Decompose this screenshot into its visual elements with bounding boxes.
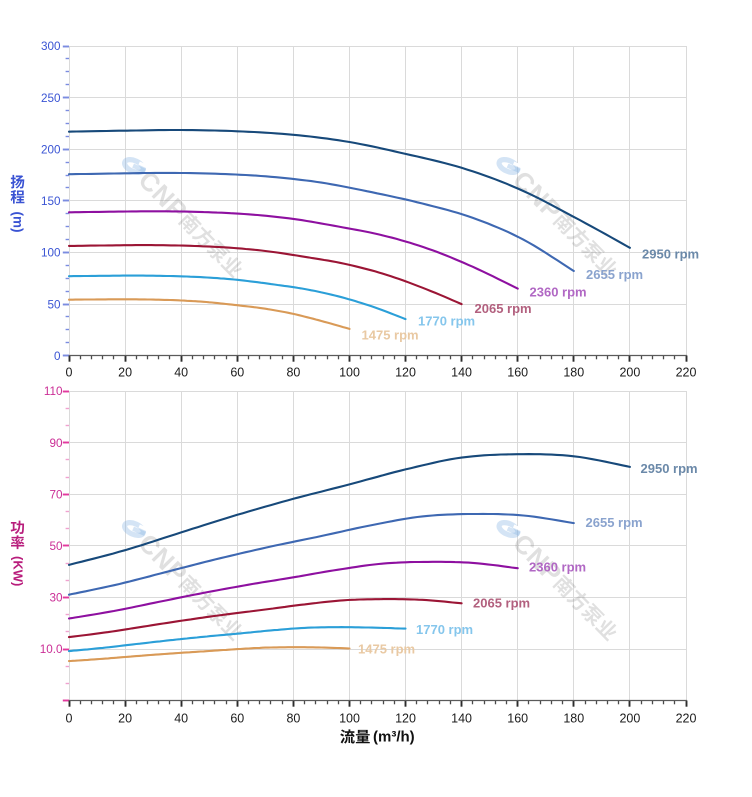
svg-text:40: 40: [174, 366, 188, 380]
svg-text:300: 300: [41, 40, 61, 53]
svg-text:1475 rpm: 1475 rpm: [358, 642, 415, 657]
svg-text:60: 60: [230, 366, 244, 380]
svg-text:220: 220: [676, 366, 697, 380]
svg-text:2950 rpm: 2950 rpm: [641, 461, 698, 476]
svg-text:(m): (m): [10, 212, 25, 233]
svg-text:10.0: 10.0: [40, 643, 63, 656]
svg-text:50: 50: [49, 540, 63, 553]
svg-text:140: 140: [451, 711, 472, 725]
svg-text:80: 80: [286, 711, 300, 725]
svg-text:100: 100: [41, 247, 61, 260]
svg-text:2360 rpm: 2360 rpm: [529, 560, 586, 575]
svg-text:200: 200: [619, 711, 640, 725]
svg-text:90: 90: [49, 437, 63, 450]
svg-text:0: 0: [54, 350, 61, 363]
svg-text:2065 rpm: 2065 rpm: [473, 596, 530, 611]
svg-text:2360 rpm: 2360 rpm: [530, 285, 587, 300]
svg-text:150: 150: [41, 195, 61, 208]
svg-text:110: 110: [44, 385, 63, 398]
svg-text:180: 180: [563, 711, 584, 725]
svg-text:1475 rpm: 1475 rpm: [362, 328, 419, 343]
svg-text:(m³/h): (m³/h): [373, 728, 415, 745]
svg-text:220: 220: [676, 711, 697, 725]
svg-text:2950 rpm: 2950 rpm: [642, 247, 699, 262]
svg-text:120: 120: [395, 366, 416, 380]
svg-text:20: 20: [118, 711, 132, 725]
svg-text:120: 120: [395, 711, 416, 725]
svg-text:2655 rpm: 2655 rpm: [586, 267, 643, 282]
svg-text:60: 60: [230, 711, 244, 725]
svg-text:70: 70: [49, 488, 63, 501]
svg-text:1770 rpm: 1770 rpm: [416, 622, 473, 637]
svg-text:140: 140: [451, 366, 472, 380]
svg-text:1770 rpm: 1770 rpm: [418, 314, 475, 329]
svg-text:200: 200: [41, 143, 61, 156]
svg-text:50: 50: [47, 298, 61, 311]
svg-text:0: 0: [66, 711, 73, 725]
svg-text:100: 100: [339, 366, 360, 380]
svg-text:30: 30: [49, 592, 63, 605]
svg-text:180: 180: [563, 366, 584, 380]
svg-text:2065 rpm: 2065 rpm: [475, 301, 532, 316]
svg-text:20: 20: [118, 366, 132, 380]
svg-text:250: 250: [41, 92, 61, 105]
svg-text:40: 40: [174, 711, 188, 725]
svg-text:80: 80: [286, 366, 300, 380]
svg-text:2655 rpm: 2655 rpm: [586, 515, 643, 530]
svg-text:200: 200: [619, 366, 640, 380]
svg-text:0: 0: [66, 366, 73, 380]
svg-text:160: 160: [507, 366, 528, 380]
svg-text:(KW): (KW): [10, 556, 25, 586]
svg-text:100: 100: [339, 711, 360, 725]
svg-text:160: 160: [507, 711, 528, 725]
